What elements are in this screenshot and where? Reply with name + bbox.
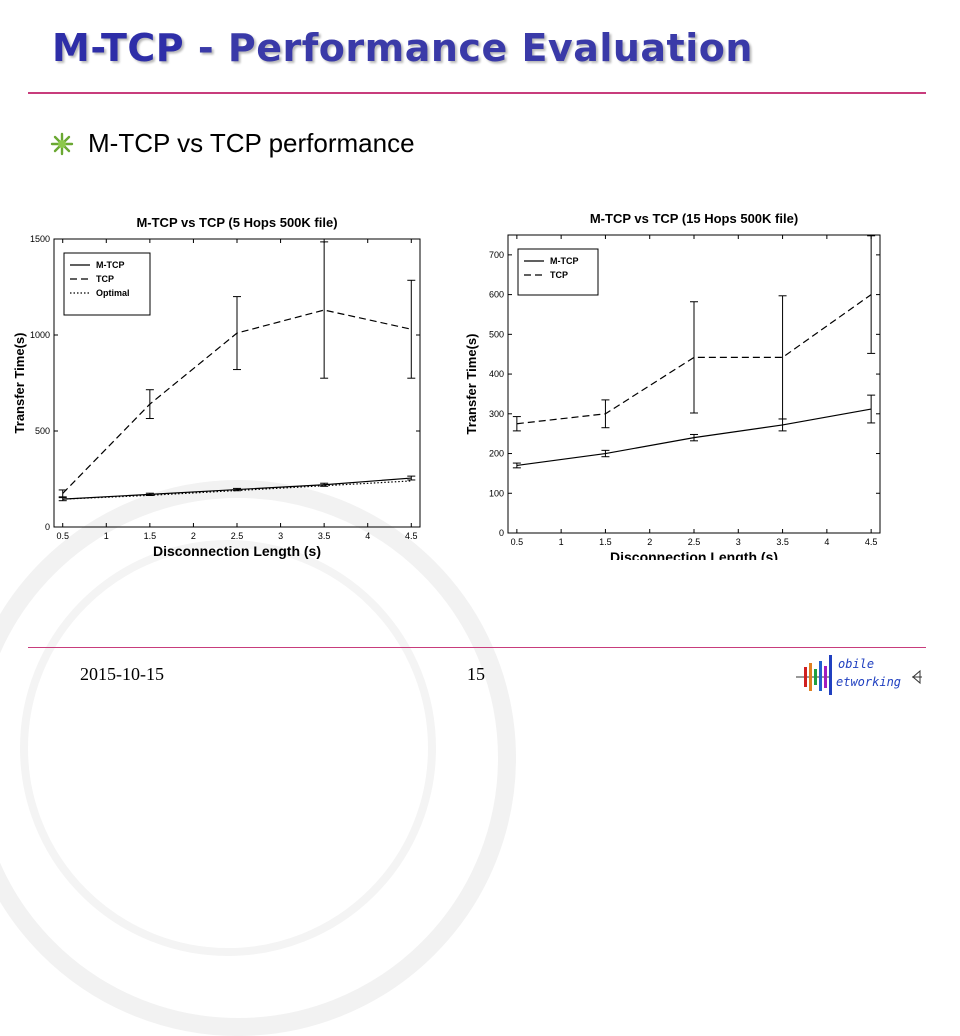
logo-text-top: obile xyxy=(838,657,875,671)
legend-box xyxy=(63,252,151,316)
x-tick-label: 1 xyxy=(104,531,109,541)
x-tick-label: 0.5 xyxy=(511,537,524,547)
x-tick-label: 1 xyxy=(559,537,564,547)
x-tick-label: 4 xyxy=(824,537,829,547)
mobile-networking-logo-icon xyxy=(796,655,922,695)
x-tick-label: 2 xyxy=(647,537,652,547)
bullet-item: M-TCP vs TCP performance xyxy=(50,128,415,159)
page-number: 15 xyxy=(467,664,485,684)
chart-5-hops: M-TCP vs TCP (5 Hops 500K file) 0.5 1 1.5 2 2… xyxy=(12,215,421,559)
bullet-burst-icon xyxy=(50,132,74,155)
x-tick-label: 2 xyxy=(191,531,196,541)
x-tick-label: 2.5 xyxy=(688,537,701,547)
series-line-tcp xyxy=(516,294,872,425)
y-tick-label: 600 xyxy=(489,290,504,300)
y-tick-label: 700 xyxy=(489,250,504,260)
logo-text-bottom: etworking xyxy=(836,675,902,689)
legend-box xyxy=(517,248,599,296)
legend-label: TCP xyxy=(96,274,114,284)
y-tick-label: 100 xyxy=(489,488,504,498)
x-tick-label: 3 xyxy=(736,537,741,547)
legend-label: TCP xyxy=(550,270,568,280)
y-tick-label: 200 xyxy=(489,449,504,459)
footer-divider xyxy=(28,647,926,648)
y-tick-label: 500 xyxy=(35,426,50,436)
chart-15-hops: M-TCP vs TCP (15 Hops 500K file) 0.5 1 1.5 2… xyxy=(464,211,881,560)
y-tick-label: 1500 xyxy=(30,234,50,244)
x-tick-label: 1.5 xyxy=(599,537,612,547)
x-tick-label: 3.5 xyxy=(776,537,789,547)
legend-label: M-TCP xyxy=(550,256,579,266)
y-tick-label: 300 xyxy=(489,409,504,419)
y-axis-label: Transfer Time(s) xyxy=(464,334,479,435)
chart-title: M-TCP vs TCP (5 Hops 500K file) xyxy=(136,215,337,230)
series-line-optimal xyxy=(62,480,412,500)
chart-title: M-TCP vs TCP (15 Hops 500K file) xyxy=(590,211,798,226)
x-axis-label: Disconnection Length (s) xyxy=(610,549,778,560)
y-tick-label: 0 xyxy=(499,528,504,538)
y-axis-label: Transfer Time(s) xyxy=(12,333,27,434)
watermark-seal-inner xyxy=(20,540,436,956)
x-axis-label: Disconnection Length (s) xyxy=(153,543,321,559)
legend-label: Optimal xyxy=(96,288,130,298)
y-tick-label: 0 xyxy=(45,522,50,532)
x-tick-label: 4.5 xyxy=(865,537,878,547)
title-part2: - Performance Evaluation xyxy=(184,26,753,70)
title-divider xyxy=(28,92,926,94)
footer-date: 2015-10-15 xyxy=(80,664,164,684)
x-tick-label: 1.5 xyxy=(144,531,157,541)
slide-title: M-TCP - Performance Evaluation xyxy=(52,26,753,70)
y-tick-label: 500 xyxy=(489,329,504,339)
mobile-networking-logo: obile etworking xyxy=(796,653,924,699)
legend-label: M-TCP xyxy=(96,260,125,270)
x-tick-label: 0.5 xyxy=(56,531,69,541)
x-tick-label: 3 xyxy=(278,531,283,541)
title-part1: M-TCP xyxy=(52,26,185,70)
x-tick-label: 4.5 xyxy=(405,531,418,541)
x-tick-label: 3.5 xyxy=(318,531,331,541)
y-tick-label: 400 xyxy=(489,369,504,379)
x-tick-label: 2.5 xyxy=(231,531,244,541)
y-tick-label: 1000 xyxy=(30,330,50,340)
bullet-text: M-TCP vs TCP performance xyxy=(88,128,415,158)
x-tick-label: 4 xyxy=(365,531,370,541)
